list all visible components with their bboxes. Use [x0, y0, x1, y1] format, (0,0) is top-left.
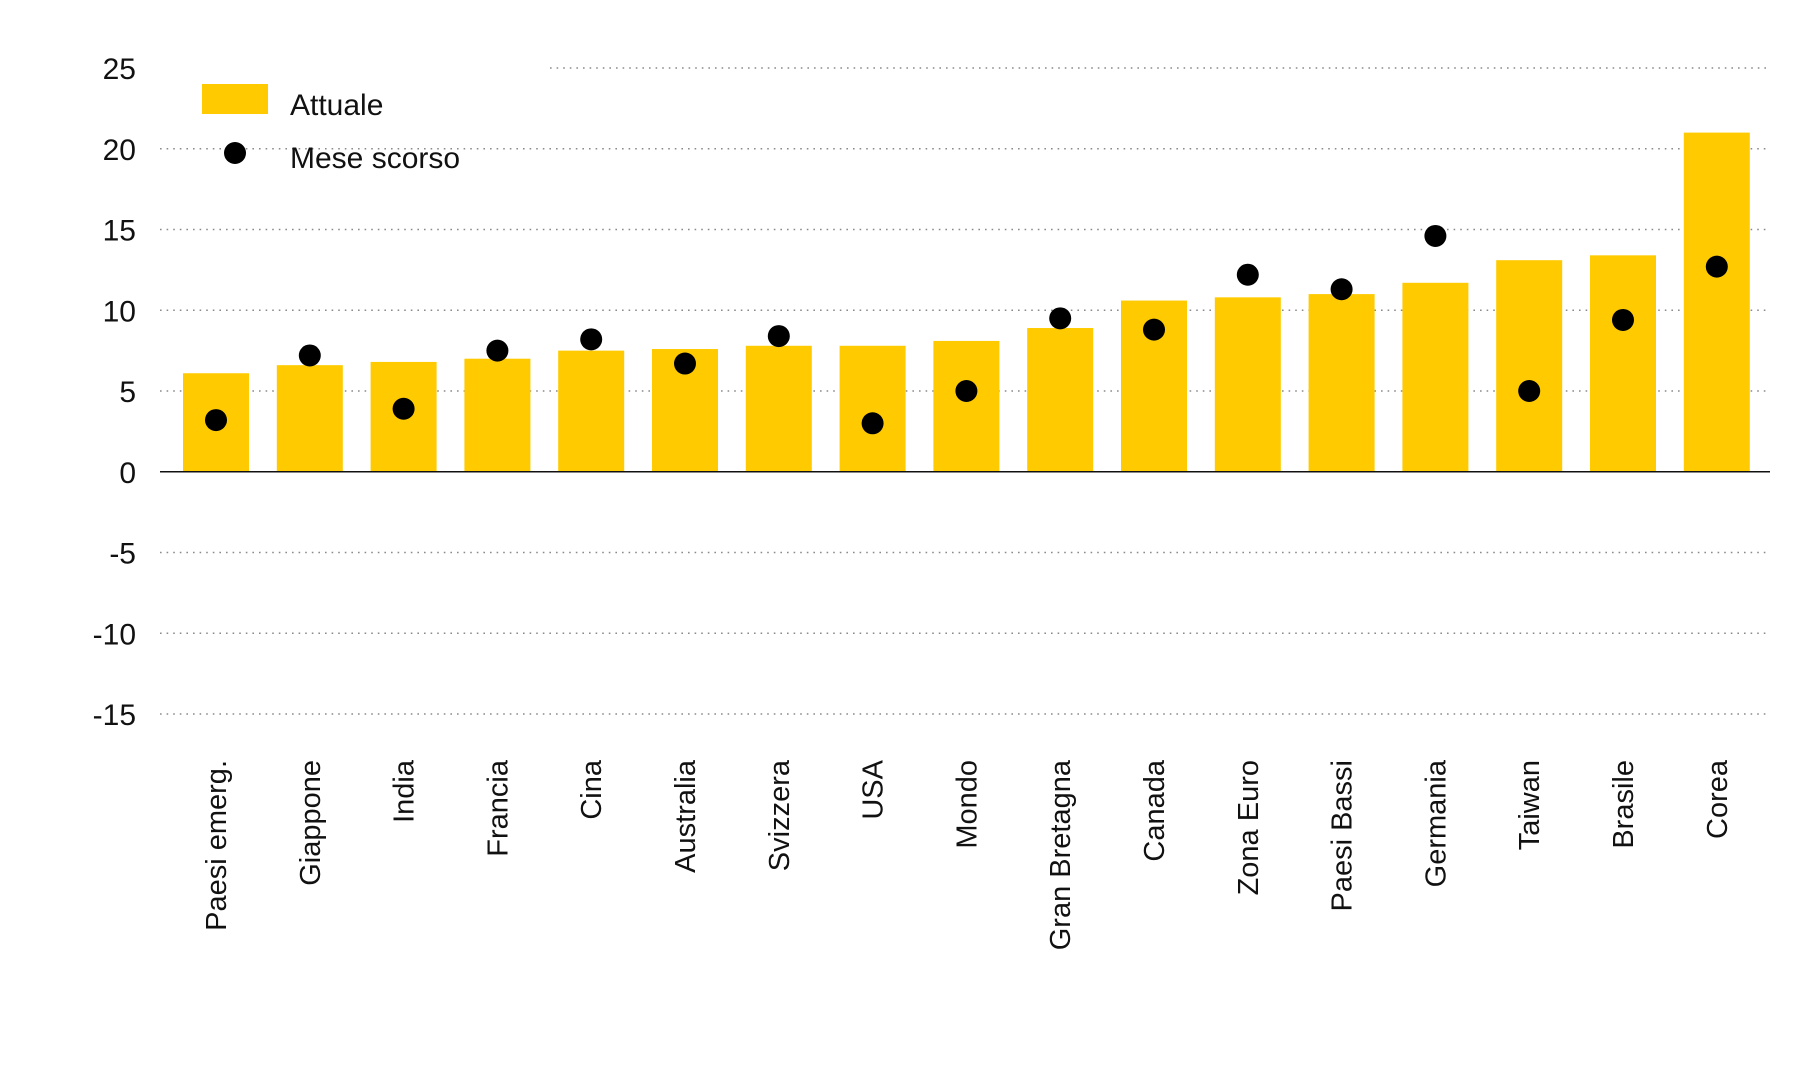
- x-axis-labels: Paesi emerg. Giappone India Francia Cina Aust…: [201, 759, 1734, 950]
- bar: [1027, 328, 1094, 472]
- point: [1330, 278, 1353, 301]
- point: [767, 325, 790, 348]
- bar: [464, 358, 531, 472]
- bar: [276, 365, 343, 472]
- bar-series: [183, 132, 1750, 472]
- bar: [1402, 282, 1469, 472]
- bar: [558, 350, 625, 472]
- bar: [1496, 260, 1563, 472]
- bar: [1214, 297, 1281, 472]
- x-tick-label: Australia: [670, 759, 702, 873]
- point: [1612, 308, 1634, 331]
- x-tick-label: Taiwan: [1514, 760, 1546, 850]
- x-tick-label: Giappone: [295, 760, 327, 886]
- x-tick-label: Gran Bretagna: [1045, 759, 1077, 950]
- x-tick-label: Canada: [1139, 759, 1171, 861]
- bar: [933, 340, 1000, 472]
- bar: [745, 345, 812, 472]
- bar: [1308, 294, 1375, 472]
- x-tick-label: Brasile: [1608, 760, 1640, 849]
- bar: [1590, 255, 1656, 472]
- y-tick-label: 20: [103, 134, 136, 167]
- y-tick-label: -15: [93, 699, 136, 732]
- point: [205, 409, 227, 432]
- legend-label: Mese scorso: [290, 142, 460, 175]
- legend-label: Attuale: [290, 89, 383, 122]
- y-tick-label: 10: [103, 295, 136, 328]
- point: [486, 339, 509, 362]
- y-tick-label: 5: [119, 376, 136, 409]
- point: [1705, 255, 1728, 278]
- x-tick-label: Paesi Bassi: [1327, 760, 1359, 912]
- legend-swatch-point: [224, 142, 246, 164]
- y-tick-label: 0: [119, 457, 136, 490]
- legend-swatch-bar: [202, 84, 268, 114]
- x-tick-label: Mondo: [951, 760, 983, 849]
- x-tick-label: India: [389, 759, 421, 823]
- point: [580, 328, 603, 351]
- bar: [1683, 132, 1750, 472]
- point: [1049, 307, 1072, 330]
- point: [1143, 318, 1165, 341]
- x-tick-label: Zona Euro: [1233, 760, 1265, 895]
- y-axis-ticks: 25 20 15 10 5 0 -5 -10 -15: [93, 53, 136, 732]
- point: [392, 397, 415, 420]
- y-tick-label: 25: [103, 53, 136, 86]
- point: [861, 412, 884, 435]
- point: [1424, 224, 1447, 247]
- y-tick-label: 15: [103, 215, 136, 248]
- y-tick-label: -10: [93, 618, 136, 651]
- point: [1518, 380, 1541, 402]
- point-series: [205, 224, 1728, 435]
- gridlines: [160, 67, 1770, 715]
- x-tick-label: Cina: [576, 759, 608, 820]
- x-tick-label: Francia: [482, 759, 514, 857]
- x-tick-label: Germania: [1420, 759, 1452, 887]
- legend: Attuale Mese scorso: [202, 84, 460, 175]
- point: [298, 344, 321, 367]
- y-tick-label: -5: [109, 538, 136, 571]
- x-tick-label: Paesi emerg.: [201, 760, 233, 931]
- point: [674, 352, 696, 375]
- bar: [839, 345, 906, 472]
- x-tick-label: Svizzera: [764, 759, 796, 871]
- point: [955, 380, 978, 402]
- point: [1236, 263, 1259, 286]
- x-tick-label: Corea: [1702, 759, 1734, 839]
- x-tick-label: USA: [858, 759, 890, 819]
